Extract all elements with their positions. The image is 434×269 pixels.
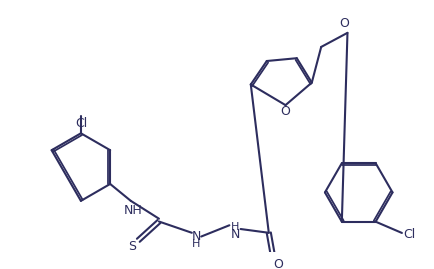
Text: H: H (231, 222, 239, 232)
Text: NH: NH (123, 204, 142, 217)
Text: N: N (230, 228, 240, 241)
Text: N: N (192, 230, 201, 243)
Text: O: O (273, 258, 283, 269)
Text: H: H (192, 239, 201, 249)
Text: O: O (281, 105, 290, 118)
Text: O: O (340, 17, 350, 30)
Text: Cl: Cl (403, 228, 415, 241)
Text: S: S (128, 240, 136, 253)
Text: Cl: Cl (75, 117, 87, 130)
